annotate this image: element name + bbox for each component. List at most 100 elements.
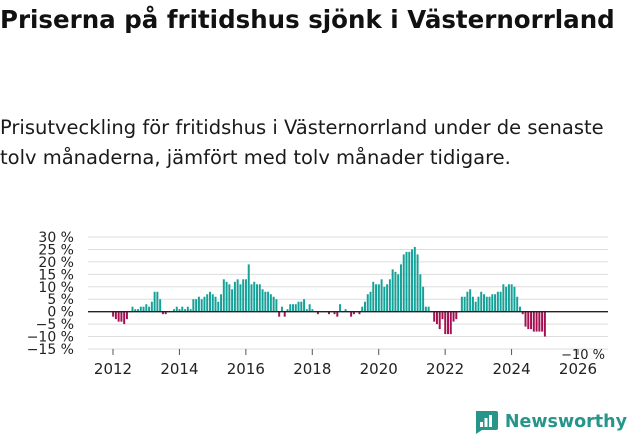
bar [250, 284, 253, 312]
bar [507, 284, 510, 312]
bar [280, 306, 283, 312]
newsworthy-logo-icon [475, 411, 498, 434]
bar [485, 296, 488, 312]
bar [150, 301, 153, 312]
bar [538, 311, 541, 332]
bar [352, 311, 355, 315]
bar [120, 311, 123, 322]
bar [422, 286, 425, 312]
bar [195, 299, 198, 312]
bar [214, 296, 217, 312]
x-tick-label: 2024 [492, 360, 530, 378]
y-tick-label: 25 % [38, 242, 74, 258]
bar [200, 299, 203, 312]
bar [139, 306, 142, 312]
bar [460, 296, 463, 312]
bar [272, 296, 275, 312]
bar [477, 296, 480, 312]
bar [521, 311, 524, 315]
y-axis-labels: −15 %−10 %−5 %0 %5 %10 %15 %20 %25 %30 % [27, 230, 74, 358]
bar [225, 281, 228, 312]
bar [427, 306, 430, 312]
bar [524, 311, 527, 327]
bar [543, 311, 546, 337]
data-bars [112, 246, 546, 337]
y-tick-label: 0 % [47, 305, 74, 321]
bar [125, 311, 128, 320]
bar [164, 311, 167, 315]
bar [516, 296, 519, 312]
bar [286, 309, 289, 312]
bar [316, 311, 319, 315]
bar [208, 291, 211, 312]
y-tick-label: −15 % [27, 342, 74, 358]
bar [444, 311, 447, 335]
bar [435, 311, 438, 325]
bar [269, 294, 272, 312]
bar [275, 299, 278, 312]
bar [114, 311, 117, 320]
x-axis: 2012 2014 2016 2018 2020 2022 2024 2026 [94, 349, 597, 378]
bar [231, 289, 234, 312]
bar [416, 254, 419, 312]
bar [383, 286, 386, 312]
bar [394, 271, 397, 312]
bar [372, 281, 375, 312]
chart-subtitle: Prisutveckling för fritidshus i Västerno… [0, 116, 604, 169]
y-tick-label: 15 % [38, 267, 74, 283]
bar [496, 291, 499, 312]
bar [499, 291, 502, 312]
bar [261, 289, 264, 312]
bar [441, 311, 444, 320]
bar [433, 311, 436, 322]
bar [197, 296, 200, 312]
y-tick-label: −10 % [27, 330, 74, 346]
bar [480, 291, 483, 312]
y-tick-label: 5 % [47, 292, 74, 308]
bar [469, 289, 472, 312]
bar [311, 309, 314, 312]
bar [452, 311, 455, 322]
bar [474, 301, 477, 312]
bar [491, 294, 494, 312]
bar [527, 311, 530, 330]
bar [236, 279, 239, 312]
bar [386, 284, 389, 312]
bar [397, 274, 400, 312]
bar [145, 304, 148, 312]
x-tick-label: 2020 [360, 360, 398, 378]
bar [159, 299, 162, 312]
bar [289, 304, 292, 312]
brand-name: Newsworthy [504, 412, 627, 432]
bar [411, 249, 414, 312]
y-tick-label: 10 % [38, 280, 74, 296]
x-tick-label: 2016 [227, 360, 265, 378]
bar [333, 311, 336, 315]
bar [350, 311, 353, 317]
bar [399, 264, 402, 312]
bar [244, 279, 247, 312]
bar [405, 251, 408, 312]
bar [222, 279, 225, 312]
bar [438, 311, 441, 330]
bar [336, 311, 339, 317]
bar [530, 311, 533, 330]
brand-logo: Newsworthy [473, 406, 627, 438]
bar [391, 269, 394, 312]
bar [455, 311, 458, 320]
bar [178, 309, 181, 312]
bar [361, 306, 364, 312]
y-tick-label: 30 % [38, 230, 74, 246]
bar [186, 306, 189, 312]
bar [300, 301, 303, 312]
bar [233, 281, 236, 312]
bar [161, 311, 164, 315]
bar [449, 311, 452, 335]
bar [505, 286, 508, 312]
bar [380, 279, 383, 312]
bar [217, 301, 220, 312]
bar [220, 294, 223, 312]
bar [239, 284, 242, 312]
bar [377, 284, 380, 312]
bar [466, 291, 469, 312]
